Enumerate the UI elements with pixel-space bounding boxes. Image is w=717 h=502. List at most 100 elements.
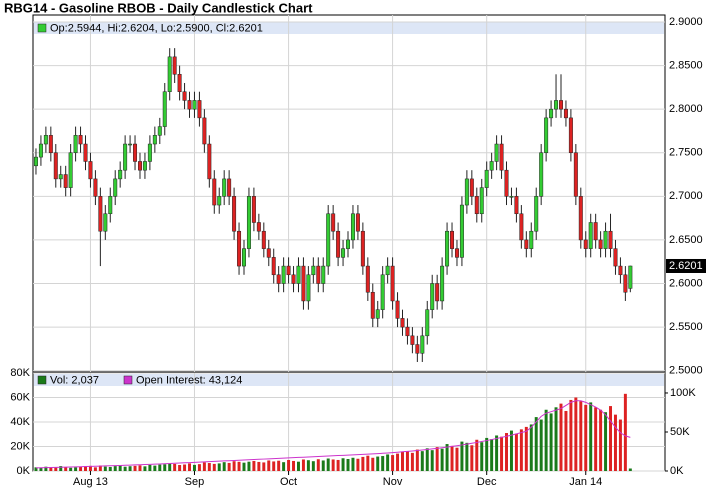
- candle-body: [583, 239, 588, 249]
- legend-swatch: [37, 23, 47, 33]
- candle-body: [192, 100, 197, 110]
- volume-bar: [599, 409, 603, 471]
- y-tick-label: 2.6500: [669, 234, 703, 246]
- volume-bar: [401, 452, 404, 471]
- candle-body: [370, 291, 375, 319]
- volume-bar: [321, 460, 325, 471]
- volume-bar: [569, 399, 573, 471]
- volume-bar: [539, 419, 543, 471]
- volume-bar: [594, 407, 598, 471]
- candle-body: [499, 143, 504, 171]
- candle-body: [430, 283, 435, 310]
- candle-body: [464, 178, 469, 206]
- volume-bar: [618, 419, 622, 471]
- candle-body: [291, 274, 296, 284]
- volume-bar: [559, 403, 563, 471]
- volume-bar: [519, 429, 523, 471]
- candle-body: [133, 143, 138, 162]
- price-panel: [32, 14, 666, 373]
- candle-body: [336, 230, 341, 258]
- volume-bar: [306, 460, 310, 471]
- candle-body: [88, 161, 93, 180]
- volume-bar: [584, 404, 588, 471]
- volume-bar: [173, 463, 177, 471]
- volume-bar: [183, 464, 187, 471]
- candle-body: [256, 222, 261, 232]
- volume-bar: [217, 463, 221, 471]
- volume-bar: [386, 454, 390, 471]
- candle-body: [563, 108, 568, 119]
- volume-bar: [118, 465, 122, 471]
- candle-body: [93, 178, 98, 197]
- y2-tick-label: 50K: [670, 426, 690, 438]
- candle-body: [360, 230, 365, 267]
- candle-body: [484, 169, 489, 188]
- volume-bar: [113, 466, 117, 471]
- candle-body: [623, 274, 628, 293]
- y-tick-label: 40K: [10, 416, 30, 428]
- candle-body: [83, 143, 88, 162]
- candle-body: [385, 265, 390, 276]
- volume-bar: [79, 466, 83, 471]
- volume-bar: [465, 442, 469, 471]
- y-tick-label: 60K: [10, 391, 30, 403]
- volume-bar: [381, 456, 385, 471]
- candle-body: [474, 196, 479, 215]
- candle-body: [311, 265, 316, 276]
- volume-bar: [133, 465, 137, 471]
- volume-bar: [509, 430, 513, 471]
- candle-body: [613, 248, 618, 267]
- volume-bar: [455, 447, 459, 471]
- candle-body: [573, 152, 578, 197]
- volume-bar: [108, 466, 112, 471]
- candle-body: [544, 117, 549, 153]
- candle-body: [559, 100, 563, 110]
- candle-body: [182, 91, 187, 101]
- candle-body: [113, 178, 118, 197]
- volume-bar: [529, 424, 533, 471]
- candle-body: [217, 196, 222, 206]
- volume-bar: [351, 457, 355, 471]
- volume-bar: [44, 466, 48, 471]
- volume-bar: [331, 459, 335, 471]
- volume-bar: [396, 453, 400, 471]
- candle-body: [415, 344, 420, 354]
- candle-body: [479, 187, 484, 215]
- y2-tick-label: 100K: [670, 387, 696, 399]
- candle-body: [435, 283, 440, 302]
- volume-bar: [311, 461, 315, 471]
- x-tick-label: Oct: [280, 476, 297, 488]
- y2-tick-label: 0K: [670, 465, 684, 477]
- candle-body: [242, 248, 246, 267]
- candle-body: [346, 239, 350, 249]
- candle-body: [608, 230, 613, 249]
- y-tick-label: 0K: [17, 465, 31, 477]
- volume-bar: [88, 465, 92, 471]
- candle-body: [147, 143, 152, 162]
- y-tick-label: 2.8500: [669, 59, 703, 71]
- candle-body: [103, 213, 108, 232]
- candle-body: [48, 135, 53, 153]
- candle-body: [296, 265, 301, 284]
- x-tick-label: Jan 14: [569, 476, 602, 488]
- candle-body: [222, 178, 227, 197]
- volume-bar: [623, 393, 627, 471]
- candle-body: [445, 230, 450, 267]
- volume-bar: [391, 455, 395, 471]
- volume-bar: [316, 459, 320, 471]
- volume-bar: [59, 466, 63, 471]
- candle-body: [539, 152, 544, 197]
- candle-body: [286, 265, 291, 276]
- volume-bar: [128, 466, 132, 471]
- candle-body: [271, 257, 276, 276]
- volume-bar: [197, 464, 201, 471]
- volume-bar: [613, 414, 617, 471]
- volume-bar: [366, 455, 370, 471]
- volume-bar: [54, 467, 58, 471]
- volume-bar: [301, 459, 305, 471]
- candle-body: [33, 156, 38, 167]
- volume-bar: [628, 468, 632, 471]
- volume-bar: [609, 406, 613, 471]
- volume-bar: [158, 464, 162, 471]
- candle-body: [524, 239, 529, 249]
